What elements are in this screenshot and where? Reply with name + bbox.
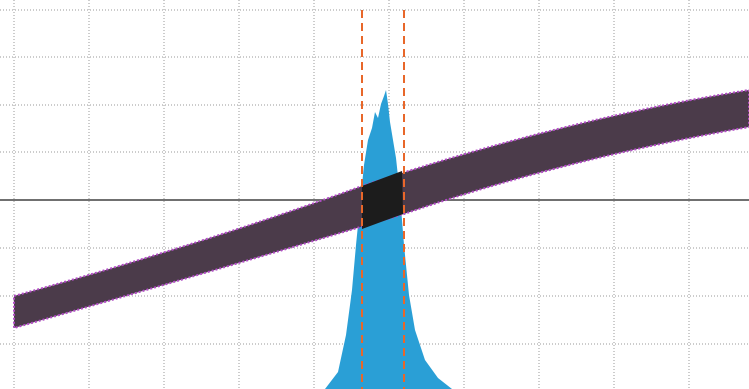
page: (() => { const data = JSON.parse(documen… xyxy=(0,0,749,389)
scope-screen xyxy=(0,0,749,389)
